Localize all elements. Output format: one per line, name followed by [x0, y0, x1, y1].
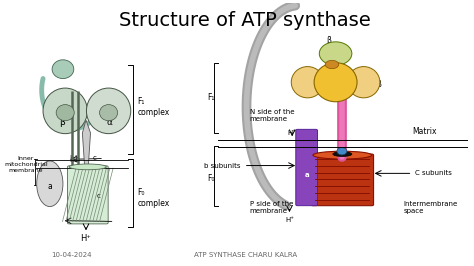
Text: a: a	[47, 182, 52, 191]
Text: 10-04-2024: 10-04-2024	[51, 252, 91, 258]
Text: C subunits: C subunits	[415, 170, 452, 176]
Text: H⁺: H⁺	[81, 234, 91, 243]
Text: b: b	[69, 155, 74, 164]
Text: H⁺: H⁺	[286, 217, 295, 223]
Text: β: β	[327, 36, 331, 45]
Text: β: β	[59, 118, 65, 127]
Text: β: β	[299, 80, 304, 89]
Text: a: a	[304, 172, 309, 178]
Ellipse shape	[314, 63, 357, 102]
Ellipse shape	[69, 164, 106, 170]
Text: H⁺: H⁺	[288, 130, 297, 136]
Ellipse shape	[313, 151, 372, 159]
Text: b subunits: b subunits	[204, 163, 241, 169]
Text: P side of the
membrane: P side of the membrane	[250, 201, 293, 214]
FancyBboxPatch shape	[67, 166, 108, 224]
Text: c: c	[96, 193, 100, 198]
Text: Structure of ATP synthase: Structure of ATP synthase	[119, 11, 371, 30]
Text: δ: δ	[57, 65, 62, 74]
Ellipse shape	[52, 60, 74, 78]
Ellipse shape	[43, 88, 87, 134]
Text: b: b	[74, 155, 79, 164]
Ellipse shape	[347, 66, 380, 98]
FancyBboxPatch shape	[296, 129, 318, 206]
Text: α: α	[107, 118, 112, 127]
Text: Inner
mitochondrial
membrane: Inner mitochondrial membrane	[4, 156, 48, 173]
Text: β: β	[376, 80, 381, 89]
Text: γ: γ	[85, 139, 91, 148]
Polygon shape	[82, 120, 91, 167]
Ellipse shape	[319, 42, 352, 65]
Ellipse shape	[100, 105, 118, 121]
Text: F₁
complex: F₁ complex	[137, 97, 170, 117]
FancyBboxPatch shape	[311, 154, 374, 206]
Text: N side of the
membrane: N side of the membrane	[250, 109, 294, 122]
Ellipse shape	[36, 161, 63, 207]
Text: F₀: F₀	[207, 174, 214, 183]
Ellipse shape	[86, 88, 131, 134]
Text: Intermembrane
space: Intermembrane space	[403, 201, 458, 214]
Text: F₁: F₁	[207, 93, 214, 102]
Text: c: c	[92, 155, 96, 161]
Ellipse shape	[56, 105, 74, 121]
Ellipse shape	[333, 152, 352, 156]
Ellipse shape	[325, 60, 339, 69]
Text: Matrix: Matrix	[412, 127, 437, 136]
Text: F₀
complex: F₀ complex	[137, 188, 170, 208]
Ellipse shape	[337, 148, 347, 155]
Text: α: α	[337, 86, 343, 94]
Text: γ: γ	[339, 130, 343, 136]
Ellipse shape	[291, 66, 324, 98]
Text: ATP SYNTHASE CHARU KALRA: ATP SYNTHASE CHARU KALRA	[193, 252, 297, 258]
